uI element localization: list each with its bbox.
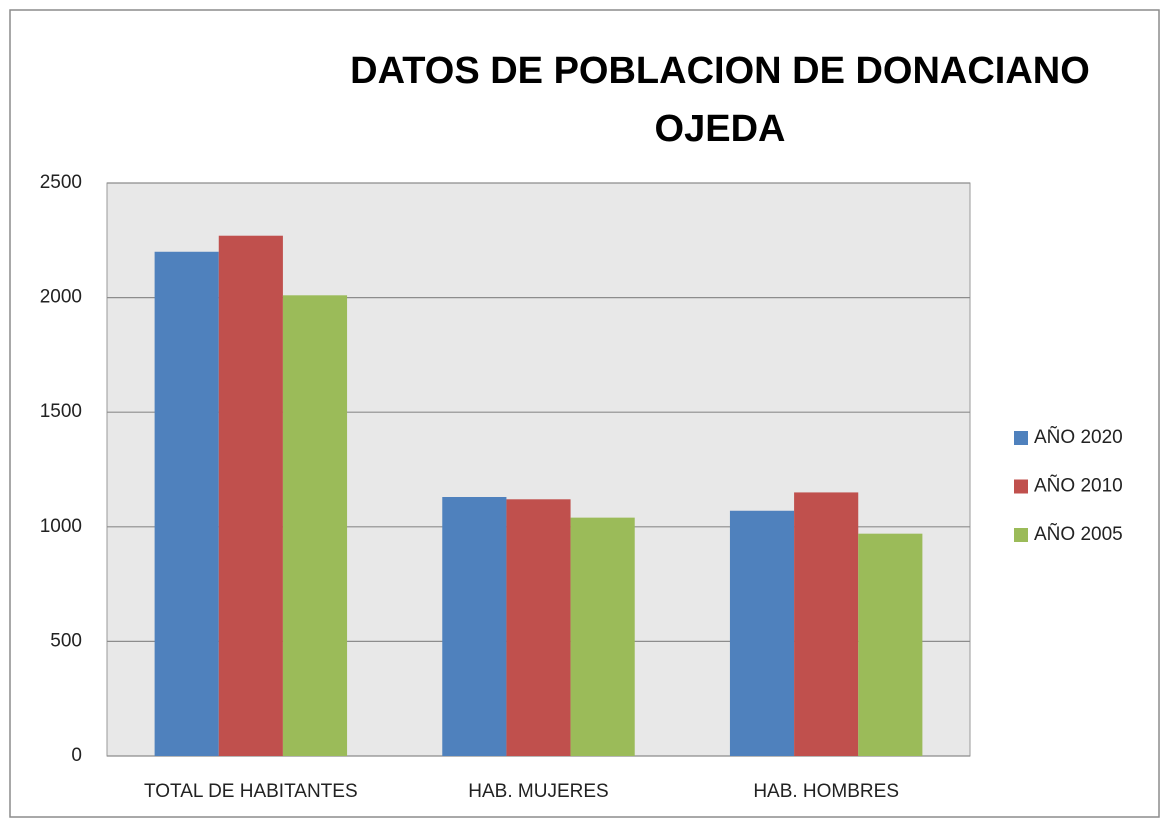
x-tick-label: HAB. MUJERES (468, 781, 608, 802)
bar (282, 295, 348, 756)
legend-label: AÑO 2005 (1034, 523, 1123, 545)
y-tick-label: 2500 (40, 172, 82, 193)
chart-title: DATOS DE POBLACION DE DONACIANO OJEDA (350, 50, 1090, 150)
bar (794, 492, 859, 756)
legend-swatch (1014, 431, 1028, 445)
y-tick-label: 2000 (40, 287, 82, 308)
x-tick-label: HAB. HOMBRES (753, 781, 899, 802)
bar (729, 510, 795, 756)
legend-swatch (1014, 528, 1028, 542)
legend-swatch (1014, 479, 1028, 494)
y-tick-label: 0 (71, 745, 82, 766)
y-tick-label: 500 (50, 630, 82, 651)
bar (506, 499, 571, 756)
y-tick-label: 1500 (40, 401, 82, 422)
legend-label: AÑO 2020 (1034, 426, 1123, 448)
bar (858, 533, 923, 756)
bar (218, 235, 283, 756)
x-tick-label: TOTAL DE HABITANTES (144, 781, 358, 802)
y-tick-label: 1000 (40, 516, 82, 537)
bar (442, 497, 507, 756)
chart-border (9, 9, 1160, 818)
legend-label: AÑO 2010 (1034, 475, 1123, 497)
bar (570, 517, 635, 756)
bar (154, 251, 219, 756)
